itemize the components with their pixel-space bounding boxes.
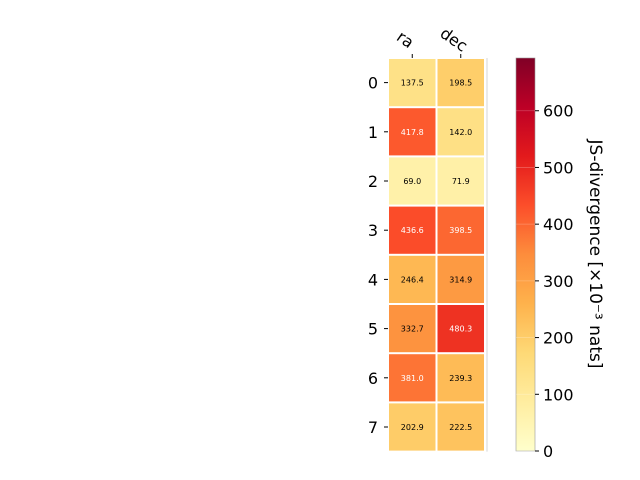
cell-value-label: 480.3: [449, 325, 472, 334]
colorbar-tick-label: 600: [543, 102, 574, 121]
cell-value-label: 69.0: [403, 177, 421, 186]
heatmap-cell: [437, 255, 484, 303]
cell-value-label: 137.5: [401, 79, 424, 88]
heatmap-cells: 137.5 198.5 417.8 142.0 69.0 71.9 436.6 398.5 24…: [389, 58, 488, 452]
row-labels: 0 1 2 3 4 5 6 7: [368, 74, 388, 437]
row-label: 5: [368, 320, 378, 339]
cell-value-label: 332.7: [401, 325, 424, 334]
heatmap-cell: [389, 206, 436, 254]
cell-value-label: 314.9: [449, 275, 472, 284]
cell-value-label: 417.8: [401, 128, 424, 137]
column-labels: ra dec: [393, 23, 471, 58]
heatmap-cell: [389, 403, 436, 451]
heatmap-cell: [437, 157, 484, 205]
cell-value-label: 198.5: [449, 79, 472, 88]
row-label: 3: [368, 221, 378, 240]
heatmap-cell: [389, 255, 436, 303]
cell-value-label: 239.3: [449, 374, 472, 383]
cell-value-label: 381.0: [401, 374, 424, 383]
colorbar-tick-label: 200: [543, 329, 574, 348]
heatmap-cell: [389, 59, 436, 107]
row-label: 7: [368, 418, 378, 437]
colorbar-gradient: [515, 57, 536, 452]
column-label: dec: [437, 23, 471, 55]
colorbar: [515, 57, 536, 452]
row-label: 6: [368, 369, 378, 388]
row-label: 2: [368, 172, 378, 191]
heatmap-cell: [389, 354, 436, 402]
heatmap-cell: [437, 403, 484, 451]
row-label: 1: [368, 123, 378, 142]
heatmap-cell: [389, 108, 436, 156]
heatmap-cell: [437, 354, 484, 402]
row-label: 4: [368, 270, 378, 289]
cell-value-label: 71.9: [452, 177, 470, 186]
cell-value-label: 142.0: [449, 128, 472, 137]
cell-value-label: 222.5: [449, 423, 472, 432]
colorbar-tick-label: 100: [543, 385, 574, 404]
column-label: ra: [393, 27, 417, 52]
cell-value-label: 246.4: [401, 275, 424, 284]
colorbar-tick-label: 300: [543, 272, 574, 291]
heatmap-cell: [437, 59, 484, 107]
cell-value-label: 436.6: [401, 226, 424, 235]
cell-value-label: 398.5: [449, 226, 472, 235]
colorbar-tick-label: 500: [543, 158, 574, 177]
heatmap-cell: [437, 305, 484, 353]
colorbar-ticks: 0 100 200 300 400 500 600: [516, 102, 574, 461]
heatmap-cell: [389, 157, 436, 205]
cell-value-label: 202.9: [401, 423, 424, 432]
heatmap-cell: [437, 206, 484, 254]
heatmap-cell: [389, 305, 436, 353]
colorbar-tick-label: 0: [543, 442, 553, 461]
heatmap-cell: [437, 108, 484, 156]
row-label: 0: [368, 74, 378, 93]
colorbar-label: JS-divergence [×10⁻³ nats]: [585, 139, 605, 369]
colorbar-tick-label: 400: [543, 215, 574, 234]
